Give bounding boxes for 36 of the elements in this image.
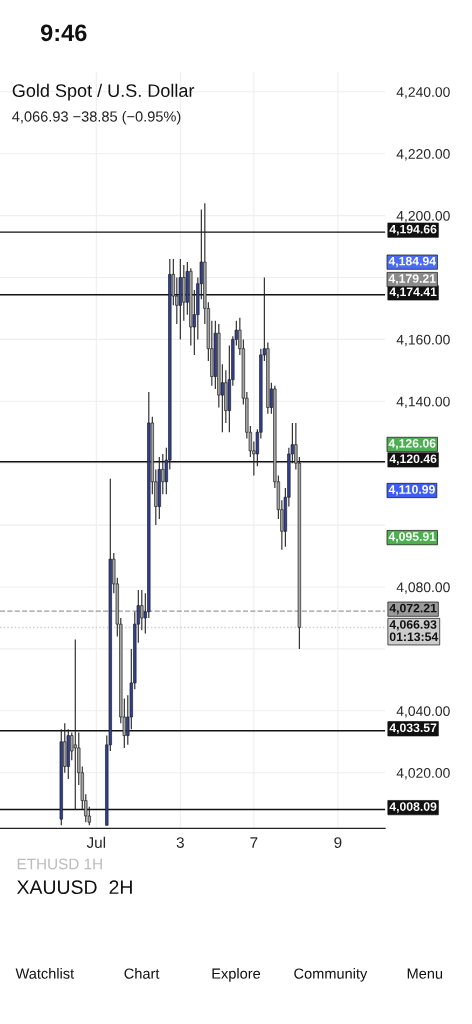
text: 2H [109, 880, 132, 894]
x-tick-label: Jul [86, 836, 106, 848]
ref-line-label: 4,072.21 [389, 603, 437, 615]
text: 4,179.21 [388, 274, 436, 285]
text: 4,066.93 −38.85 (−0.95%) [12, 110, 181, 125]
y-tick-label: 4,040.00 [396, 706, 450, 718]
ref-line-label: 4,194.66 [389, 224, 437, 236]
ref-line-label: 4,008.09 [389, 802, 437, 813]
y-tick-label: 4,220.00 [396, 149, 450, 161]
y-tick-label: 4,080.00 [396, 582, 450, 594]
ref-line-label: 4,066.93 01:13:54 [389, 620, 439, 642]
y-tick-label: 4,240.00 [396, 87, 450, 99]
ref-line-label: 4,120.46 [389, 454, 437, 465]
x-tick-label: 9 [334, 837, 342, 848]
text: Community [294, 968, 368, 982]
text: XAUUSD [16, 880, 97, 895]
text: 9:46 [40, 24, 87, 42]
text: 4,110.99 [388, 485, 435, 496]
y-tick-label: 4,200.00 [396, 210, 450, 223]
text: Gold Spot / U.S. Dollar [12, 83, 195, 101]
x-tick-label: 3 [176, 837, 184, 848]
x-tick-label: 7 [250, 837, 258, 848]
text: Chart [124, 968, 160, 979]
text: 4,126.06 [388, 439, 436, 450]
text: Explore [212, 968, 261, 982]
ref-line-label: 4,174.41 [389, 287, 437, 298]
y-tick-label: 4,160.00 [396, 334, 450, 347]
text: Watchlist [15, 968, 75, 979]
ref-line-label: 4,033.57 [389, 723, 437, 734]
candlestick [73, 639, 77, 811]
text: Menu [407, 968, 443, 979]
text: ETHUSD 1H [17, 858, 102, 870]
y-tick-label: 4,020.00 [396, 768, 450, 780]
text: 4,184.94 [388, 256, 436, 268]
text: 4,095.91 [388, 532, 436, 543]
y-tick-label: 4,140.00 [396, 396, 450, 409]
